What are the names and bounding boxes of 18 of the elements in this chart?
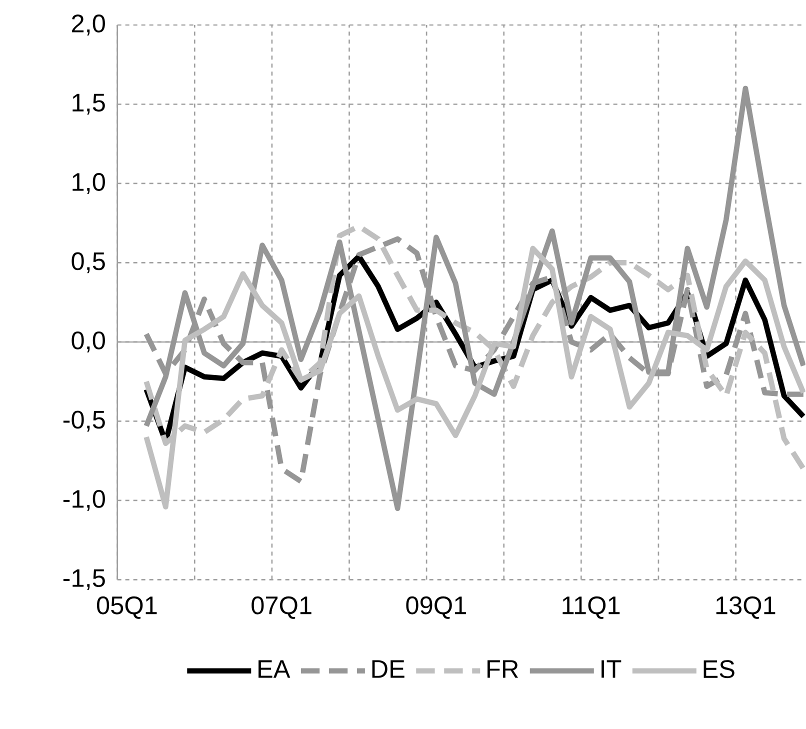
legend-label: DE — [372, 660, 404, 678]
y-tick-label: 1,5 — [72, 94, 105, 115]
x-tick-label: 05Q1 — [96, 596, 157, 619]
x-tick-label: 11Q1 — [562, 596, 620, 619]
legend-label: FR — [488, 660, 518, 678]
y-tick-label: -1,0 — [63, 490, 105, 511]
y-tick-label: 0,5 — [72, 252, 105, 274]
legend-label: EA — [258, 660, 290, 678]
legend-label: IT — [602, 660, 622, 678]
legend-label: ES — [704, 660, 734, 678]
x-tick-label: 09Q1 — [406, 596, 466, 619]
x-tick-label: 13Q1 — [716, 596, 776, 619]
y-tick-label: 0,0 — [72, 331, 105, 352]
x-tick-label: 07Q1 — [252, 596, 312, 619]
y-tick-label: -0,5 — [63, 410, 105, 432]
y-tick-label: 1,0 — [72, 173, 105, 194]
y-tick-label: 2,0 — [72, 14, 105, 36]
y-tick-label: -1,5 — [63, 569, 105, 590]
